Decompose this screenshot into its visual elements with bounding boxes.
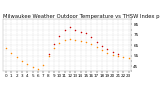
Point — [79, 31, 82, 32]
Point — [63, 29, 66, 30]
Point — [90, 36, 92, 38]
Point — [74, 39, 76, 41]
Point — [69, 27, 71, 28]
Point — [42, 64, 44, 66]
Point — [58, 42, 60, 44]
Text: Milwaukee Weather Outdoor Temperature vs THSW Index per Hour (24 Hours): Milwaukee Weather Outdoor Temperature vs… — [3, 14, 160, 19]
Point — [95, 41, 98, 43]
Point — [127, 57, 130, 58]
Point — [106, 49, 108, 50]
Point — [10, 52, 12, 53]
Point — [5, 48, 7, 49]
Point — [111, 51, 114, 52]
Point — [101, 46, 103, 47]
Point — [53, 48, 55, 49]
Point — [26, 63, 28, 65]
Point — [106, 52, 108, 53]
Point — [95, 47, 98, 48]
Point — [58, 35, 60, 37]
Point — [47, 53, 50, 54]
Point — [74, 29, 76, 30]
Point — [63, 39, 66, 41]
Point — [85, 41, 87, 43]
Point — [117, 53, 119, 54]
Point — [21, 60, 23, 62]
Point — [117, 55, 119, 56]
Point — [90, 44, 92, 45]
Point — [31, 66, 34, 68]
Point — [101, 50, 103, 51]
Point — [79, 40, 82, 42]
Point — [53, 44, 55, 45]
Point — [122, 56, 124, 57]
Point — [111, 54, 114, 55]
Point — [69, 38, 71, 40]
Point — [37, 69, 39, 70]
Point — [85, 32, 87, 33]
Point — [47, 55, 50, 56]
Point — [15, 56, 18, 57]
